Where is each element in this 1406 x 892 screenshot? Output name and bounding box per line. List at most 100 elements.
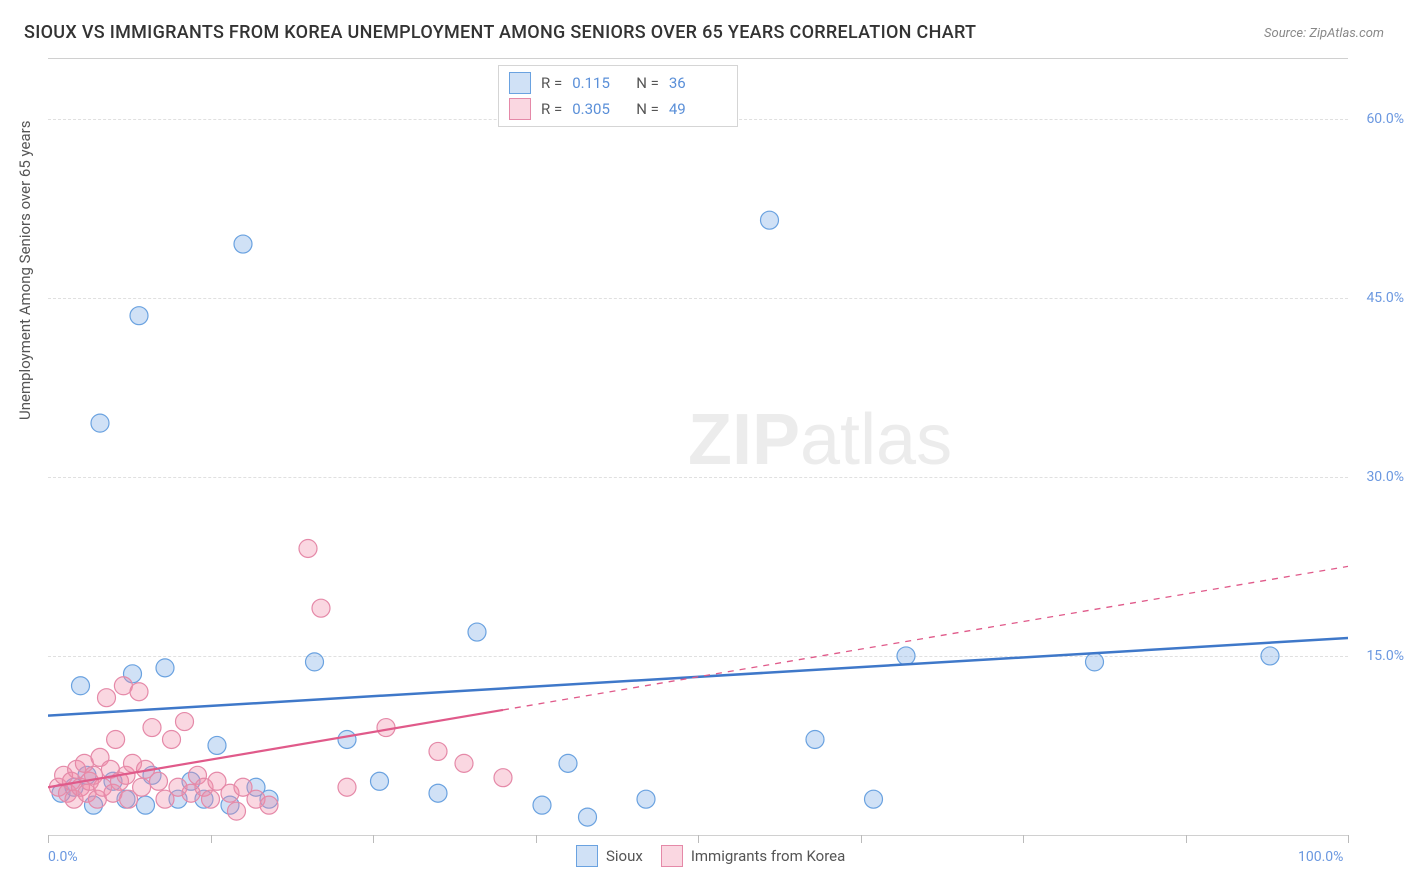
scatter-point: [312, 599, 330, 617]
x-tick: [536, 835, 537, 843]
r-value-sioux: 0.115: [572, 74, 626, 92]
scatter-point: [228, 802, 246, 820]
scatter-point: [130, 307, 148, 325]
scatter-point: [111, 772, 129, 790]
scatter-point: [338, 730, 356, 748]
scatter-point: [124, 665, 142, 683]
scatter-point: [117, 766, 135, 784]
x-tick: [698, 835, 699, 843]
trendline-solid: [48, 638, 1348, 716]
x-tick: [373, 835, 374, 843]
scatter-point: [88, 790, 106, 808]
scatter-point: [182, 784, 200, 802]
y-tick-label: 45.0%: [1366, 290, 1404, 306]
scatter-point: [208, 772, 226, 790]
gridline: [48, 656, 1348, 657]
scatter-point: [65, 790, 83, 808]
watermark: ZIPatlas: [688, 399, 952, 481]
scatter-point: [85, 766, 103, 784]
scatter-point: [371, 772, 389, 790]
scatter-point: [94, 778, 112, 796]
x-tick-label: 0.0%: [48, 849, 78, 865]
scatter-point: [455, 754, 473, 772]
scatter-point: [124, 754, 142, 772]
scatter-point: [221, 796, 239, 814]
scatter-point: [208, 736, 226, 754]
gridline: [48, 477, 1348, 478]
y-axis-label: Unemployment Among Seniors over 65 years: [16, 121, 34, 420]
scatter-point: [189, 766, 207, 784]
scatter-point: [72, 778, 90, 796]
scatter-point: [104, 784, 122, 802]
chart-title: SIOUX VS IMMIGRANTS FROM KOREA UNEMPLOYM…: [24, 22, 976, 43]
scatter-point: [260, 796, 278, 814]
scatter-point: [81, 772, 99, 790]
scatter-point: [377, 719, 395, 737]
scatter-point: [114, 677, 132, 695]
scatter-point: [107, 730, 125, 748]
swatch-pink-icon: [661, 845, 683, 867]
scatter-point: [195, 778, 213, 796]
scatter-point: [52, 784, 70, 802]
scatter-point: [429, 742, 447, 760]
scatter-point: [468, 623, 486, 641]
scatter-point: [429, 784, 447, 802]
scatter-point: [78, 766, 96, 784]
trendline-solid: [48, 710, 503, 787]
x-tick-label: 100.0%: [1298, 849, 1343, 865]
r-label: R =: [541, 74, 562, 92]
scatter-point: [169, 778, 187, 796]
chart-area: R = 0.115 N = 36 R = 0.305 N = 49 ZIPatl…: [48, 58, 1348, 834]
scatter-point: [195, 790, 213, 808]
y-tick-label: 15.0%: [1366, 648, 1404, 664]
scatter-point: [62, 772, 80, 790]
r-label: R =: [541, 100, 562, 118]
scatter-point: [72, 677, 90, 695]
scatter-point: [143, 766, 161, 784]
plot-region: R = 0.115 N = 36 R = 0.305 N = 49 ZIPatl…: [48, 58, 1348, 836]
scatter-point: [59, 784, 77, 802]
scatter-point: [55, 766, 73, 784]
scatter-point: [130, 683, 148, 701]
scatter-point: [137, 760, 155, 778]
swatch-pink-icon: [509, 98, 531, 120]
scatter-point: [156, 790, 174, 808]
y-tick-label: 30.0%: [1366, 469, 1404, 485]
series-legend: Sioux Immigrants from Korea: [568, 845, 853, 867]
legend-row-korea: R = 0.305 N = 49: [509, 96, 723, 122]
scatter-point: [65, 778, 83, 796]
legend-row-sioux: R = 0.115 N = 36: [509, 70, 723, 96]
scatter-point: [101, 760, 119, 778]
scatter-point: [163, 730, 181, 748]
scatter-point: [176, 713, 194, 731]
scatter-svg: [48, 59, 1348, 835]
scatter-point: [78, 784, 96, 802]
scatter-point: [137, 796, 155, 814]
legend-item-korea: Immigrants from Korea: [661, 845, 845, 867]
scatter-point: [247, 778, 265, 796]
correlation-legend: R = 0.115 N = 36 R = 0.305 N = 49: [498, 65, 738, 127]
scatter-point: [68, 760, 86, 778]
scatter-point: [169, 790, 187, 808]
scatter-point: [761, 211, 779, 229]
scatter-point: [221, 784, 239, 802]
source-label: Source: ZipAtlas.com: [1264, 26, 1384, 41]
y-tick-label: 60.0%: [1366, 111, 1404, 127]
n-value-korea: 49: [669, 100, 723, 118]
scatter-point: [150, 772, 168, 790]
scatter-point: [234, 235, 252, 253]
scatter-point: [247, 790, 265, 808]
scatter-point: [182, 772, 200, 790]
scatter-point: [865, 790, 883, 808]
scatter-point: [579, 808, 597, 826]
scatter-point: [299, 539, 317, 557]
x-tick: [48, 835, 49, 843]
n-label: N =: [636, 100, 659, 118]
n-label: N =: [636, 74, 659, 92]
scatter-point: [91, 414, 109, 432]
x-tick: [1186, 835, 1187, 843]
x-tick: [861, 835, 862, 843]
scatter-point: [338, 778, 356, 796]
scatter-point: [559, 754, 577, 772]
scatter-point: [91, 748, 109, 766]
